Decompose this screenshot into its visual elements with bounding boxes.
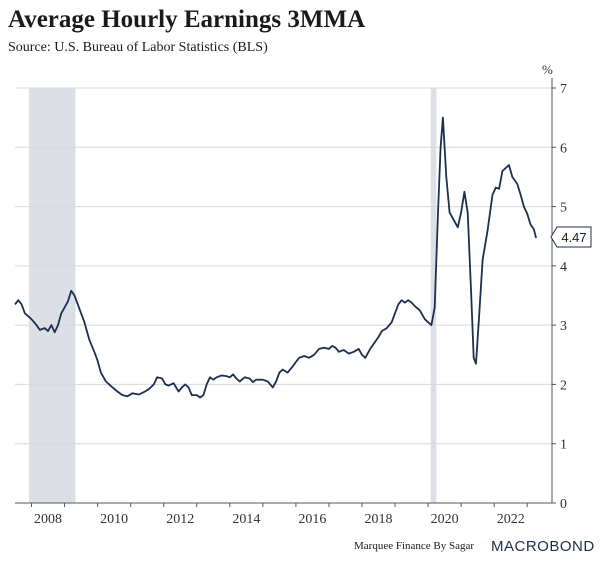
recession-band bbox=[430, 88, 437, 503]
y-tick-label: 6 bbox=[560, 141, 567, 156]
footer-credit: Marquee Finance By Sagar bbox=[354, 540, 475, 552]
macrobond-logo: MACROBOND bbox=[491, 538, 595, 555]
x-tick-label: 2018 bbox=[365, 512, 393, 527]
x-tick-label: 2010 bbox=[100, 512, 128, 527]
series-line bbox=[14, 116, 537, 399]
x-tick-label: 2016 bbox=[298, 512, 326, 527]
last-value-callout bbox=[550, 226, 592, 248]
y-axis-unit: % bbox=[542, 62, 553, 77]
y-tick-label: 7 bbox=[560, 82, 567, 97]
y-tick-label: 1 bbox=[560, 438, 567, 453]
x-tick-label: 2014 bbox=[232, 512, 260, 527]
y-tick-label: 5 bbox=[560, 201, 567, 216]
recession-band bbox=[28, 88, 76, 503]
last-value-label: 4.47 bbox=[561, 230, 586, 245]
x-tick-label: 2012 bbox=[166, 512, 194, 527]
chart-title: Average Hourly Earnings 3MMA bbox=[8, 6, 366, 33]
y-tick-label: 3 bbox=[560, 319, 567, 334]
y-tick-label: 2 bbox=[560, 378, 567, 393]
x-tick-label: 2008 bbox=[34, 512, 62, 527]
x-tick-label: 2022 bbox=[497, 512, 525, 527]
y-tick-label: 0 bbox=[560, 497, 567, 512]
x-tick-label: 2020 bbox=[431, 512, 459, 527]
y-tick-label: 4 bbox=[560, 260, 567, 275]
chart-subtitle: Source: U.S. Bureau of Labor Statistics … bbox=[8, 40, 268, 55]
